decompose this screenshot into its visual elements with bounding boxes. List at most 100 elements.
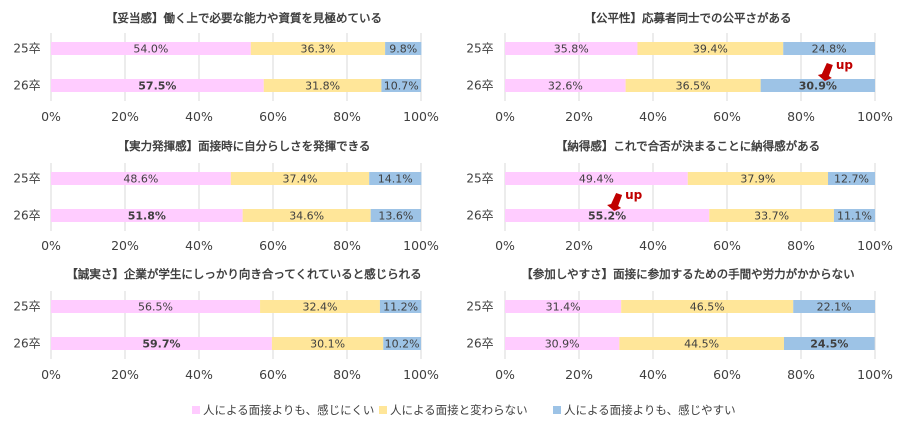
category-label: 26卒 — [13, 209, 40, 223]
data-label: 37.9% — [740, 173, 775, 186]
data-label: 54.0% — [133, 43, 168, 56]
legend-label: 人による面接と変わらない — [390, 403, 528, 417]
data-label: 57.5% — [138, 80, 176, 93]
tick-label: 20% — [111, 238, 139, 253]
tick-label: 20% — [565, 367, 593, 382]
bar-segment — [505, 209, 710, 222]
tick-label: 100% — [403, 109, 439, 124]
bar-segment — [621, 300, 794, 313]
bar-segment — [625, 79, 761, 92]
category-label: 25卒 — [13, 300, 40, 314]
tick-label: 20% — [565, 109, 593, 124]
data-label: 30.9% — [545, 338, 580, 351]
tick-label: 40% — [639, 367, 667, 382]
tick-label: 0% — [41, 238, 61, 253]
data-label: 48.6% — [123, 173, 158, 186]
data-label: 36.5% — [676, 80, 711, 93]
data-label: 13.6% — [378, 210, 413, 223]
bar-segment — [271, 337, 384, 350]
category-label: 25卒 — [13, 172, 40, 186]
chart-panel-5: 【誠実さ】企業が学生にしっかり向き合ってくれていると感じられる 25卒 56.5% 3… — [13, 267, 439, 382]
tick-label: 80% — [787, 109, 815, 124]
tick-label: 40% — [185, 367, 213, 382]
tick-label: 0% — [495, 367, 515, 382]
category-label: 25卒 — [466, 300, 493, 314]
tick-label: 0% — [495, 109, 515, 124]
category-label: 26卒 — [13, 79, 40, 93]
chart-title: 【誠実さ】企業が学生にしっかり向き合ってくれていると感じられる — [66, 267, 421, 281]
tick-label: 60% — [713, 238, 741, 253]
category-label: 25卒 — [466, 42, 493, 56]
legend-label: 人による面接よりも、感じやすい — [564, 403, 736, 417]
legend-label: 人による面接よりも、感じにくい — [203, 403, 374, 417]
tick-label: 40% — [185, 238, 213, 253]
up-annotation: up — [836, 58, 854, 72]
bar-segment — [505, 79, 626, 92]
tick-label: 20% — [565, 238, 593, 253]
bar-segment — [783, 337, 875, 350]
data-label: 31.8% — [305, 80, 340, 93]
tick-label: 60% — [713, 367, 741, 382]
tick-label: 100% — [403, 367, 439, 382]
tick-label: 20% — [111, 367, 139, 382]
up-arrow-icon — [817, 63, 833, 81]
tick-label: 80% — [787, 238, 815, 253]
bar-segment — [793, 300, 875, 313]
data-label: 11.2% — [383, 301, 418, 314]
bar-segment — [687, 172, 829, 185]
bar-segment — [709, 209, 834, 222]
category-label: 26卒 — [13, 337, 40, 351]
up-arrow-icon — [607, 193, 623, 211]
tick-label: 80% — [787, 367, 815, 382]
tick-label: 100% — [403, 238, 439, 253]
bar-segment — [505, 172, 688, 185]
bar-segment — [619, 337, 784, 350]
tick-label: 100% — [857, 238, 893, 253]
bar-segment — [263, 79, 382, 92]
bar-segment — [369, 172, 422, 185]
data-label: 14.1% — [378, 173, 413, 186]
bar-segment — [381, 79, 421, 92]
chart-title: 【実力発揮感】面接時に自分らしさを発揮できる — [118, 139, 371, 153]
chart-title: 【参加しやすさ】面接に参加するための手間や労力がかからない — [521, 267, 854, 281]
tick-label: 20% — [111, 109, 139, 124]
data-label: 51.8% — [128, 210, 166, 223]
bar-segment — [505, 300, 622, 313]
tick-label: 0% — [41, 109, 61, 124]
bar-segment — [51, 209, 243, 222]
bar-segment — [383, 337, 421, 350]
bar-segment — [828, 172, 875, 185]
bar-segment — [370, 209, 421, 222]
data-label: 46.5% — [690, 301, 725, 314]
bar-segment — [833, 209, 875, 222]
category-label: 26卒 — [466, 79, 493, 93]
data-label: 36.3% — [300, 43, 335, 56]
data-label: 37.4% — [283, 173, 318, 186]
bar-segment — [385, 42, 422, 55]
bar-segment — [51, 172, 231, 185]
data-label: 34.6% — [289, 210, 324, 223]
tick-label: 80% — [333, 109, 361, 124]
data-label: 12.7% — [834, 173, 869, 186]
data-label: 32.6% — [548, 80, 583, 93]
category-label: 25卒 — [466, 172, 493, 186]
chart-panel-2: 【公平性】応募者同士での公平さがある 25卒 35.8% 39.4% 24.8% 26卒 3… — [466, 11, 893, 124]
bar-segment — [637, 42, 784, 55]
bar-segment — [51, 79, 264, 92]
data-label: 30.9% — [799, 80, 837, 93]
tick-label: 40% — [639, 238, 667, 253]
data-label: 9.8% — [389, 43, 417, 56]
data-label: 44.5% — [684, 338, 719, 351]
category-label: 26卒 — [466, 337, 493, 351]
tick-label: 60% — [713, 109, 741, 124]
chart-panel-6: 【参加しやすさ】面接に参加するための手間や労力がかからない 25卒 31.4% 46.… — [466, 267, 893, 382]
data-label: 39.4% — [693, 43, 728, 56]
legend-swatch — [553, 406, 561, 414]
bar-segment — [250, 42, 386, 55]
up-annotation: up — [625, 188, 643, 202]
legend-swatch — [379, 406, 387, 414]
bar-segment — [505, 337, 620, 350]
data-label: 22.1% — [817, 301, 852, 314]
